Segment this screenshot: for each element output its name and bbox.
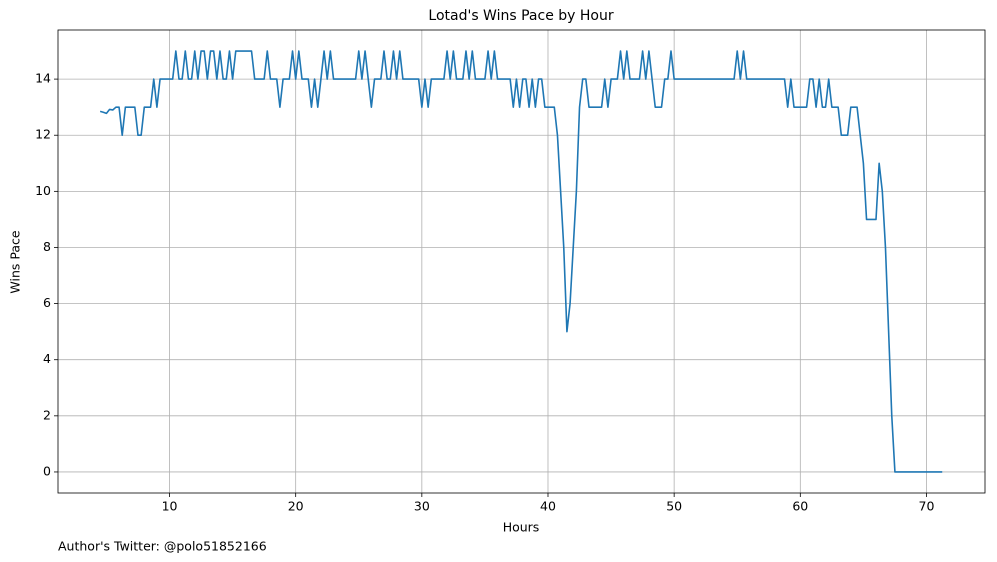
y-axis-label: Wins Pace	[8, 230, 23, 293]
x-tick-label: 50	[666, 499, 682, 514]
y-tick-label: 8	[43, 239, 51, 254]
chart-title: Lotad's Wins Pace by Hour	[428, 8, 613, 24]
y-tick-label: 0	[43, 463, 51, 478]
y-tick-label: 10	[35, 183, 51, 198]
plot-frame	[57, 29, 986, 494]
x-tick-label: 10	[162, 499, 178, 514]
x-tick-label: 40	[540, 499, 556, 514]
footnote: Author's Twitter: @polo51852166	[58, 539, 267, 554]
x-axis-label: Hours	[503, 520, 540, 535]
x-tick-label: 70	[919, 499, 935, 514]
y-tick-label: 14	[35, 71, 51, 86]
y-tick-label: 12	[35, 127, 51, 142]
y-tick-label: 6	[43, 295, 51, 310]
x-tick-label: 30	[414, 499, 430, 514]
x-tick-label: 60	[792, 499, 808, 514]
x-tick-label: 20	[288, 499, 304, 514]
line	[99, 50, 943, 473]
y-tick-label: 4	[43, 351, 51, 366]
y-tick-label: 2	[43, 407, 51, 422]
